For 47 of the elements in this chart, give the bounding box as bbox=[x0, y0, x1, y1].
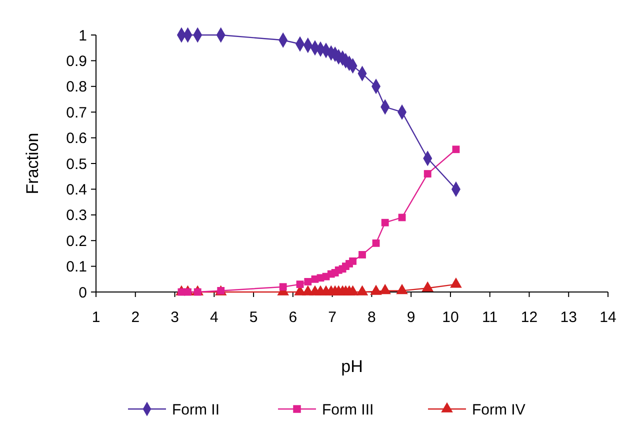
legend-label: Form IV bbox=[472, 401, 526, 418]
x-tick-label: 14 bbox=[600, 309, 616, 326]
legend-label: Form II bbox=[172, 401, 220, 418]
x-tick-label: 10 bbox=[442, 309, 459, 326]
point bbox=[358, 251, 366, 258]
point bbox=[370, 284, 382, 295]
y-tick-label: 1 bbox=[78, 27, 87, 44]
point bbox=[279, 283, 287, 291]
y-tick-label: 0.5 bbox=[66, 156, 87, 173]
x-tick-label: 8 bbox=[368, 309, 376, 326]
point bbox=[346, 285, 359, 296]
point bbox=[452, 146, 460, 154]
y-tick-label: 0.7 bbox=[66, 104, 87, 122]
point bbox=[296, 280, 304, 288]
y-tick-label: 0.6 bbox=[66, 130, 87, 148]
x-tick-label: 6 bbox=[288, 309, 298, 326]
point bbox=[372, 239, 380, 247]
y-tick-label: 0.2 bbox=[66, 232, 87, 250]
point bbox=[379, 284, 391, 294]
x-tick-label: 3 bbox=[170, 309, 179, 326]
y-tick-label: 0.9 bbox=[66, 52, 87, 70]
point bbox=[356, 285, 368, 296]
x-tick-label: 5 bbox=[249, 309, 258, 326]
point bbox=[349, 257, 356, 265]
x-axis-title: pH bbox=[341, 357, 363, 376]
y-tick-label: 0.8 bbox=[66, 78, 87, 96]
y-tick-label: 0.4 bbox=[66, 181, 87, 198]
x-tick-label: 13 bbox=[560, 309, 577, 326]
point bbox=[184, 288, 192, 296]
x-tick-label: 4 bbox=[210, 309, 218, 326]
x-tick-label: 9 bbox=[406, 309, 416, 326]
y-axis-title: Fraction bbox=[23, 132, 42, 194]
x-tick-label: 11 bbox=[482, 309, 498, 326]
point bbox=[304, 278, 312, 286]
point bbox=[422, 281, 434, 292]
y-tick-label: 0.1 bbox=[66, 258, 87, 276]
y-tick-label: 0 bbox=[78, 284, 87, 302]
point bbox=[424, 170, 432, 178]
x-tick-label: 12 bbox=[520, 309, 538, 326]
x-tick-label: 2 bbox=[131, 309, 140, 326]
y-tick-label: 0.3 bbox=[66, 207, 87, 224]
legend-label: Form III bbox=[322, 401, 374, 418]
x-tick-label: 1 bbox=[92, 309, 100, 326]
point bbox=[450, 277, 462, 288]
x-tick-label: 7 bbox=[328, 309, 336, 326]
point bbox=[381, 218, 389, 226]
point bbox=[396, 284, 408, 294]
